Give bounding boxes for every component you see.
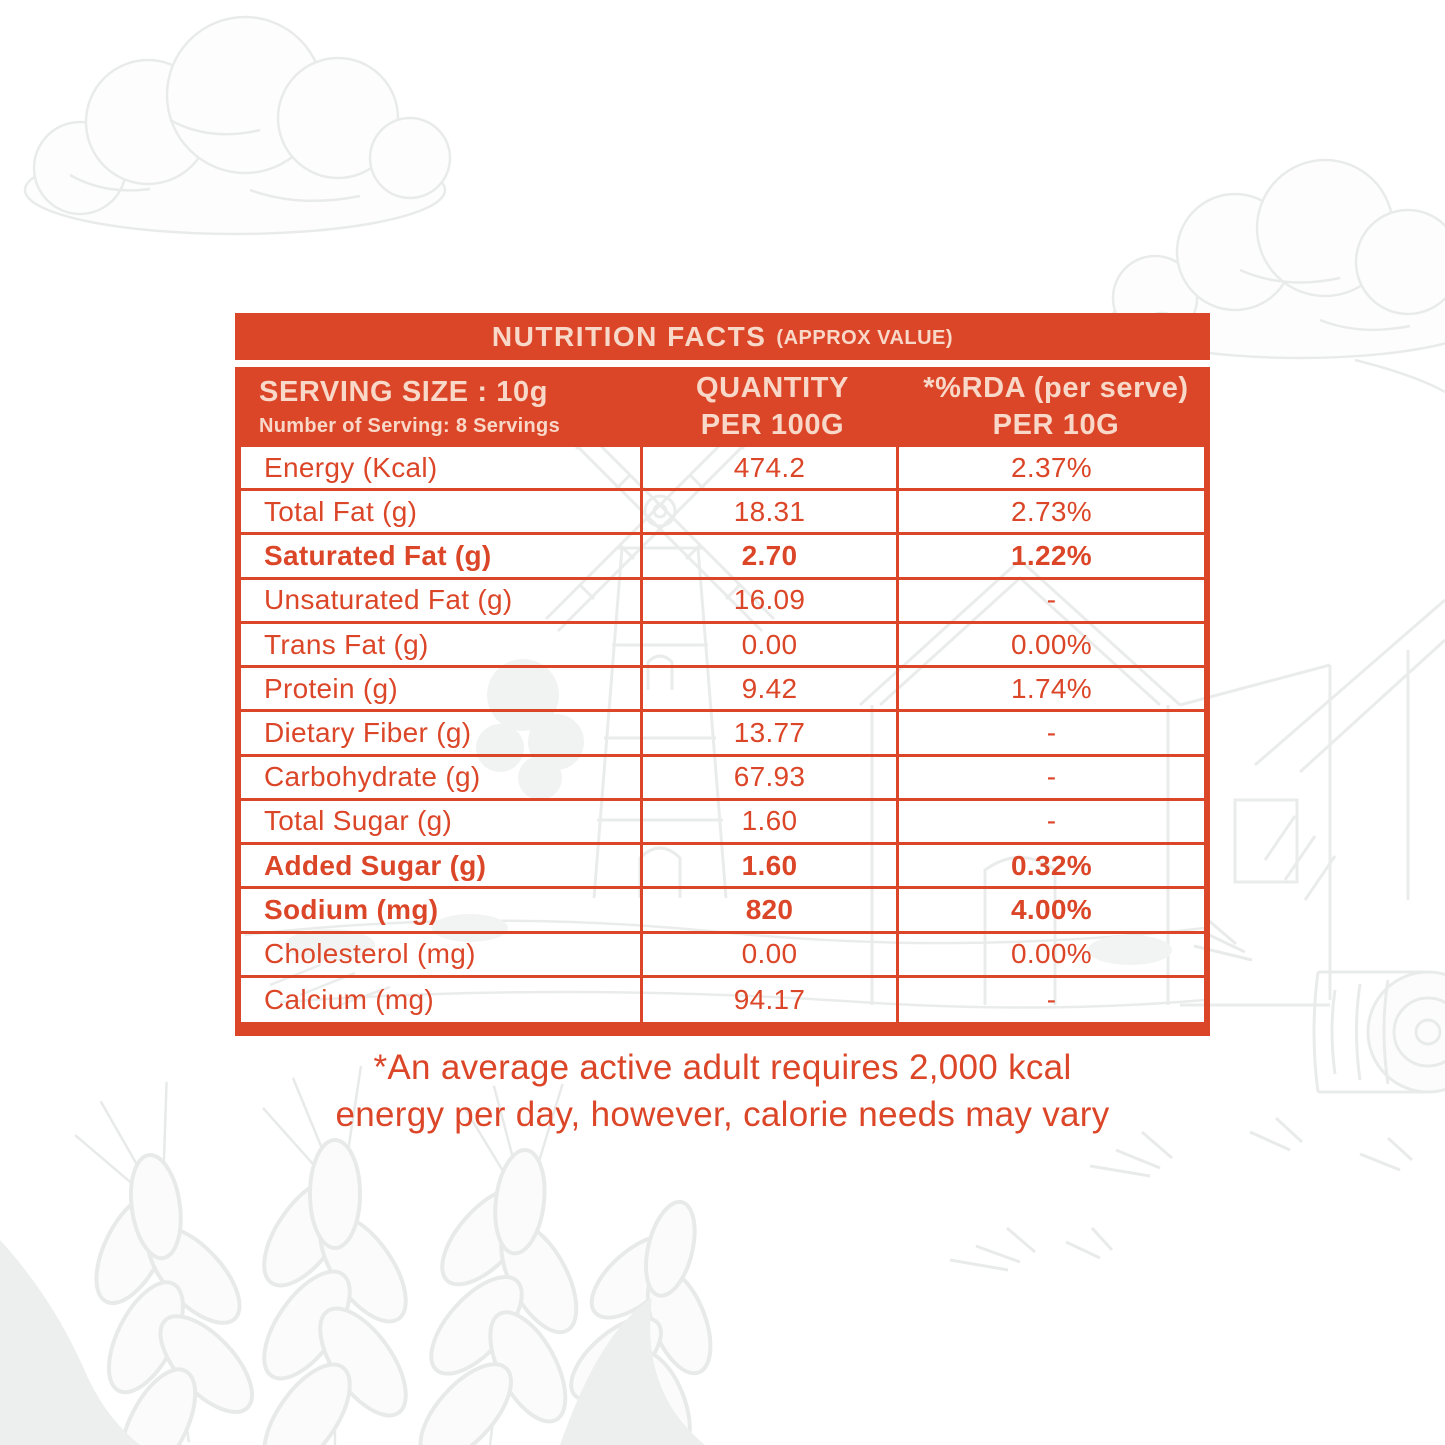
rda-value: 4.00% (1011, 893, 1092, 925)
table-row: Carbohydrate (g) 67.93 - (241, 756, 1204, 801)
rda-value: 2.73% (1011, 495, 1092, 527)
rda-value: - (1046, 761, 1057, 793)
quantity-value: 9.42 (643, 668, 899, 710)
quantity-value: 94.17 (643, 977, 899, 1022)
quantity-header-line1: QUANTITY (695, 372, 849, 404)
serving-size-header: SERVING SIZE : 10g Number of Serving: 8 … (235, 367, 643, 447)
nutrient-label: Added Sugar (g) (241, 845, 643, 887)
nutrient-label: Unsaturated Fat (g) (241, 579, 643, 621)
quantity-value: 2.70 (643, 535, 899, 577)
quantity-column-header: QUANTITY PER 100G (643, 367, 902, 447)
nutrient-label: Total Fat (g) (241, 491, 643, 533)
nutrient-label: Dietary Fiber (g) (241, 712, 643, 754)
wheat-sketch (74, 1065, 713, 1445)
rda-footnote: *An average active adult requires 2,000 … (0, 1044, 1445, 1138)
rda-value: 0.00% (1011, 938, 1092, 970)
rda-value: 0.32% (1011, 849, 1092, 881)
quantity-value: 474.2 (643, 447, 899, 489)
grass-sketch (949, 918, 1414, 1272)
table-row: Unsaturated Fat (g) 16.09 - (241, 579, 1204, 624)
table-row: Sodium (mg) 820 4.00% (241, 889, 1204, 934)
cloud-sketch (23, 15, 452, 236)
quantity-value: 18.31 (643, 491, 899, 533)
quantity-value: 820 (643, 889, 899, 931)
rda-value: 1.22% (1011, 540, 1092, 572)
nutrient-label: Trans Fat (g) (241, 623, 643, 666)
quantity-value: 0.00 (643, 933, 899, 975)
quantity-value: 0.00 (643, 623, 899, 666)
quantity-value: 1.60 (643, 845, 899, 887)
table-row: Total Fat (g) 18.31 2.73% (241, 491, 1204, 536)
nutrient-label: Saturated Fat (g) (241, 535, 643, 577)
nutrient-label: Total Sugar (g) (241, 800, 643, 843)
table-row: Trans Fat (g) 0.00 0.00% (241, 623, 1204, 669)
quantity-value: 13.77 (643, 712, 899, 754)
table-row: Energy (Kcal) 474.2 2.37% (241, 447, 1204, 492)
nutrient-label: Cholesterol (mg) (241, 933, 643, 975)
quantity-header-line2: PER 100G (700, 409, 845, 441)
rda-value: 0.00% (1011, 628, 1092, 660)
nutrient-label: Sodium (mg) (241, 889, 643, 931)
table-header: SERVING SIZE : 10g Number of Serving: 8 … (235, 367, 1210, 447)
nutrient-label: Energy (Kcal) (241, 447, 643, 489)
servings-count-label: Number of Serving: 8 Servings (259, 415, 560, 437)
page-title-subtext: (APPROX VALUE) (776, 327, 954, 349)
title-divider (235, 360, 1210, 367)
hay-bale-sketch (1312, 970, 1445, 1094)
table-row: Total Sugar (g) 1.60 - (241, 800, 1204, 846)
nutrition-table-body: Energy (Kcal) 474.2 2.37% Total Fat (g) … (235, 447, 1210, 1022)
table-row: Cholesterol (mg) 0.00 0.00% (241, 933, 1204, 978)
footnote-line2: energy per day, however, calorie needs m… (335, 1095, 1110, 1134)
nutrient-label: Calcium (mg) (241, 977, 643, 1022)
table-row: Added Sugar (g) 1.60 0.32% (241, 845, 1204, 890)
rda-header-line1: *%RDA (per serve) (923, 372, 1189, 404)
title-bar: NUTRITION FACTS (APPROX VALUE) (235, 313, 1210, 360)
rda-header-line2: PER 10G (992, 409, 1120, 441)
wheat-silhouette-sketch (0, 1240, 705, 1445)
rda-value: 1.74% (1011, 672, 1092, 704)
tree-sketch (476, 659, 584, 800)
table-row: Saturated Fat (g) 2.70 1.22% (241, 535, 1204, 580)
nutrient-label: Carbohydrate (g) (241, 756, 643, 798)
footnote-line1: *An average active adult requires 2,000 … (373, 1048, 1072, 1087)
table-row: Protein (g) 9.42 1.74% (241, 668, 1204, 713)
quantity-value: 67.93 (643, 756, 899, 798)
rda-value: - (1046, 983, 1057, 1015)
rda-value: - (1046, 716, 1057, 748)
nutrition-facts-card: NUTRITION FACTS (APPROX VALUE) SERVING S… (235, 313, 1210, 1036)
table-bottom-bar (235, 1022, 1210, 1036)
page-title: NUTRITION FACTS (491, 320, 767, 352)
rda-column-header: *%RDA (per serve) PER 10G (902, 367, 1210, 447)
rda-value: - (1046, 805, 1057, 837)
serving-size-label: SERVING SIZE : 10g (259, 376, 549, 408)
nutrient-label: Protein (g) (241, 668, 643, 710)
table-row: Dietary Fiber (g) 13.77 - (241, 712, 1204, 757)
rda-value: - (1046, 584, 1057, 616)
rda-value: 2.37% (1011, 451, 1092, 483)
table-row: Calcium (mg) 94.17 - (241, 977, 1204, 1022)
quantity-value: 1.60 (643, 800, 899, 843)
bush-sketch (285, 914, 1172, 965)
quantity-value: 16.09 (643, 579, 899, 621)
